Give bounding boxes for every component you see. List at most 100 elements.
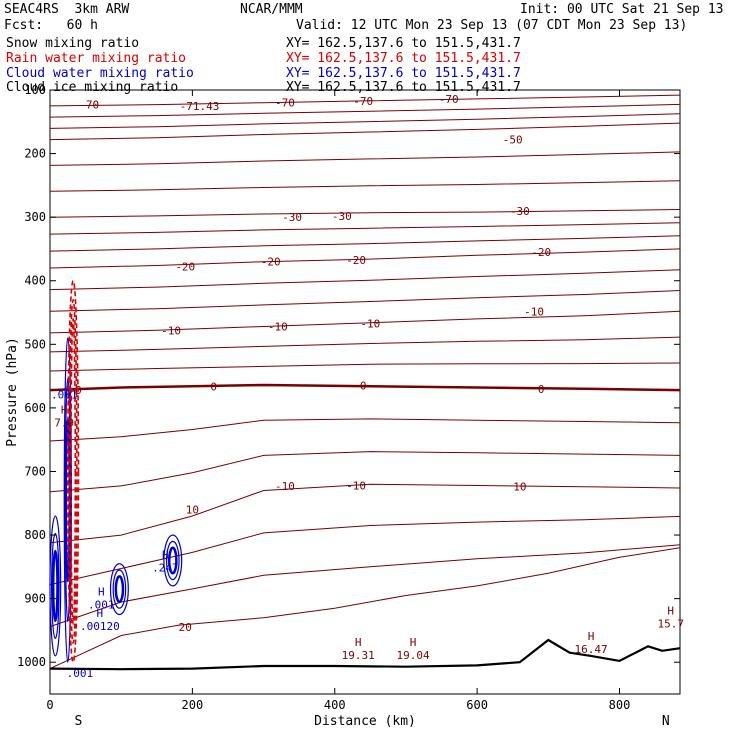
isotherm-label: -20 [346, 254, 366, 267]
isotherm-label: -50 [503, 134, 523, 147]
isotherm-line [49, 235, 681, 252]
isotherm-label: -10 [268, 321, 288, 334]
endpoint-left-label: S [75, 714, 83, 729]
isotherm-label: -30 [332, 210, 352, 223]
extremum-marker: H [61, 404, 68, 417]
cloud-water-contour [165, 540, 180, 581]
isotherm-label: 20 [179, 621, 192, 634]
isotherm-line [49, 290, 681, 312]
extremum-marker: H [97, 607, 104, 620]
extremum-marker: H [667, 604, 674, 617]
isotherm-label: -30 [282, 211, 302, 224]
extremum-value: .00120 [80, 620, 120, 633]
x-axis-label: Distance (km) [314, 714, 416, 729]
isotherm-line [49, 94, 681, 107]
extremum-marker: H [588, 630, 595, 643]
y-tick-label: 900 [24, 592, 46, 606]
source-label: NCAR/MMM [240, 2, 303, 17]
extremum-marker: H [355, 636, 362, 649]
isotherm-label: 10 [513, 481, 526, 494]
x-tick-label: 400 [324, 698, 346, 712]
x-tick-label: 800 [609, 698, 631, 712]
cloud-water-contour [167, 546, 178, 575]
y-tick-label: 300 [24, 210, 46, 224]
extremum-value: .001 [88, 598, 115, 611]
isotherm-label: 0 [360, 380, 367, 393]
y-axis-label: Pressure (hPa) [5, 337, 20, 447]
isotherm-line [49, 269, 681, 291]
x-tick-label: 200 [182, 698, 204, 712]
y-tick-label: 500 [24, 337, 46, 351]
isotherm-label: -10 [275, 480, 295, 493]
isotherm-label: -70 [439, 93, 459, 106]
isotherm-label: 10 [186, 504, 199, 517]
isotherm-label: -10 [161, 324, 181, 337]
y-tick-label: 400 [24, 274, 46, 288]
isotherm-line [49, 248, 681, 269]
endpoint-right-label: N [662, 714, 670, 729]
isotherm-label: -70 [353, 95, 373, 108]
cloud-water-contour [51, 532, 60, 639]
isotherm-line [49, 362, 681, 372]
isotherm-line [49, 222, 681, 235]
field-name-cloud-ice: Cloud ice mixing ratio [6, 80, 179, 95]
extremum-value: 16.47 [574, 643, 607, 656]
isotherm-label: -20 [175, 261, 195, 274]
x-tick-label: 600 [466, 698, 488, 712]
plot-frame [49, 89, 681, 695]
isotherm-line [49, 151, 681, 166]
rain-water-contour [70, 318, 77, 625]
isotherm-label: -71.43 [180, 100, 220, 113]
isotherm-line [49, 209, 681, 218]
y-tick-label: 800 [24, 528, 46, 542]
terrain-line [49, 638, 681, 671]
isotherm-line [49, 544, 681, 628]
y-tick-label: 1000 [17, 655, 46, 669]
isotherm-line [49, 336, 681, 353]
field-xy-snow: XY= 162.5,137.6 to 151.5,431.7 [286, 36, 521, 51]
isotherm-line [49, 515, 681, 586]
cloud-water-contour [51, 549, 59, 623]
isotherm-label: -70 [79, 99, 99, 112]
y-tick-label: 200 [24, 147, 46, 161]
isotherm-line [49, 122, 681, 141]
isotherm-label: -20 [531, 246, 551, 259]
init-time: Init: 00 UTC Sat 21 Sep 13 [520, 2, 724, 17]
isotherm-line [49, 103, 681, 118]
cloud-water-contour [49, 515, 62, 657]
isotherm-line [49, 113, 681, 129]
isotherm-label: -20 [261, 256, 281, 269]
field-xy-rain: XY= 162.5,137.6 to 151.5,431.7 [286, 51, 521, 66]
field-xy-cloud-water: XY= 162.5,137.6 to 151.5,431.7 [286, 66, 521, 81]
isotherm-line [49, 451, 681, 493]
extremum-marker: H [410, 636, 417, 649]
field-name-rain: Rain water mixing ratio [6, 51, 187, 66]
extremum-value: 19.04 [396, 649, 429, 662]
isotherm-line [49, 418, 681, 442]
field-name-cloud-water: Cloud water mixing ratio [6, 66, 194, 81]
isotherm-label: -10 [524, 305, 544, 318]
isotherm-line [49, 547, 681, 670]
isotherm-label: -30 [510, 205, 530, 218]
isotherm-label: -10 [346, 479, 366, 492]
extremum-value: 7.9 [54, 417, 74, 430]
isotherm-line [49, 383, 681, 392]
field-name-snow: Snow mixing ratio [6, 36, 140, 51]
extremum-value: .247 [152, 561, 179, 574]
isotherm-label: 0 [538, 383, 545, 396]
forecast-hour: Fcst: 60 h [4, 18, 98, 33]
isotherm-line [49, 483, 681, 544]
extremum-marker: H [162, 548, 169, 561]
valid-time: Valid: 12 UTC Mon 23 Sep 13 (07 CDT Mon … [296, 18, 688, 33]
isotherm-label: 0 [210, 380, 217, 393]
isotherm-line [49, 180, 681, 192]
rain-water-contour [66, 279, 80, 664]
y-tick-label: 700 [24, 464, 46, 478]
model-title: SEAC4RS 3km ARW [4, 2, 130, 17]
y-tick-label-top: 100 [24, 83, 46, 97]
x-tick-label: 0 [46, 698, 53, 712]
extremum-value: .001 [67, 667, 94, 680]
field-xy-cloud-ice: XY= 162.5,137.6 to 151.5,431.7 [286, 80, 521, 95]
isotherm-line [49, 310, 681, 334]
